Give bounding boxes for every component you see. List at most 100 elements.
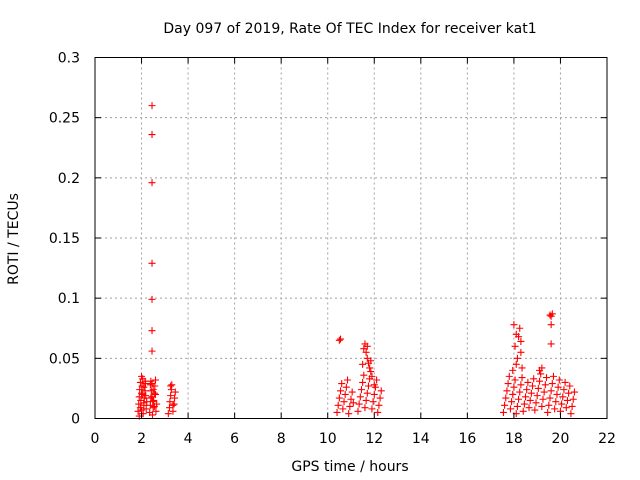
data-point	[555, 376, 563, 384]
x-tick-label: 14	[412, 431, 430, 447]
data-point	[337, 335, 345, 343]
data-point	[515, 395, 523, 403]
data-point	[547, 387, 555, 395]
y-tick-label: 0.25	[49, 111, 80, 127]
data-point	[349, 399, 357, 407]
data-point	[335, 336, 343, 344]
data-point	[499, 408, 507, 416]
data-point	[171, 394, 179, 402]
data-point	[362, 348, 370, 356]
data-point	[374, 408, 382, 416]
data-point	[567, 410, 575, 418]
data-point	[531, 406, 539, 414]
data-point	[345, 410, 353, 418]
data-point	[377, 387, 385, 395]
data-point	[362, 396, 370, 404]
data-point	[530, 375, 538, 383]
data-point	[136, 386, 144, 394]
data-point	[357, 386, 365, 394]
data-point	[516, 324, 524, 332]
data-point	[346, 402, 354, 410]
data-point	[150, 396, 158, 404]
data-point	[568, 402, 576, 410]
x-tick-label: 22	[598, 431, 616, 447]
data-point	[141, 387, 149, 395]
data-point	[354, 407, 362, 415]
data-point	[359, 360, 367, 368]
data-point	[554, 383, 562, 391]
data-point	[536, 366, 544, 374]
x-tick-label: 12	[365, 431, 383, 447]
y-tick-label: 0.15	[49, 231, 80, 247]
data-point	[335, 394, 343, 402]
data-point	[558, 400, 566, 408]
data-point	[152, 407, 160, 415]
data-point	[149, 386, 157, 394]
data-point	[546, 311, 554, 319]
data-point	[562, 404, 570, 412]
data-point	[363, 389, 371, 397]
data-point	[134, 407, 142, 415]
data-point	[148, 179, 156, 187]
data-point	[509, 366, 517, 374]
data-point	[140, 399, 148, 407]
x-axis-tick-labels: 0 2 4 6 8 10 12 14 16 18 20 22	[91, 431, 616, 447]
data-point	[519, 407, 527, 415]
data-point	[344, 376, 352, 384]
data-point	[368, 405, 376, 413]
data-point	[508, 398, 516, 406]
data-point	[149, 404, 157, 412]
data-point	[513, 402, 521, 410]
data-point	[541, 381, 549, 389]
data-point	[150, 402, 158, 410]
data-point	[547, 321, 555, 329]
y-tick-label: 0.05	[49, 351, 80, 367]
data-point	[150, 389, 158, 397]
data-point	[139, 410, 147, 418]
data-point	[563, 396, 571, 404]
data-point	[138, 406, 146, 414]
data-point	[152, 390, 160, 398]
data-point	[542, 374, 550, 382]
x-tick-label: 20	[552, 431, 570, 447]
data-point	[339, 405, 347, 413]
data-point	[561, 378, 569, 386]
data-point	[517, 381, 525, 389]
data-point	[539, 395, 547, 403]
data-point	[361, 404, 369, 412]
data-point	[537, 370, 545, 378]
data-point	[167, 392, 175, 400]
data-point	[149, 398, 157, 406]
y-axis-tick-labels: 0 0.05 0.1 0.15 0.2 0.25 0.3	[49, 51, 80, 428]
data-point	[338, 380, 346, 388]
data-point	[549, 372, 557, 380]
data-point	[373, 376, 381, 384]
data-point	[342, 383, 350, 391]
data-point	[551, 405, 559, 413]
data-point	[347, 395, 355, 403]
data-point	[333, 408, 341, 416]
data-point	[340, 398, 348, 406]
data-point	[526, 396, 534, 404]
data-point	[569, 395, 577, 403]
data-point	[538, 402, 546, 410]
data-point	[370, 381, 378, 389]
data-point	[148, 295, 156, 303]
data-point	[151, 382, 159, 390]
x-tick-label: 2	[137, 431, 146, 447]
data-point	[503, 387, 511, 395]
data-point	[369, 398, 377, 406]
data-point	[168, 381, 176, 389]
data-point	[509, 390, 517, 398]
data-point	[146, 381, 154, 389]
data-point	[169, 401, 177, 409]
y-tick-label: 0	[71, 412, 80, 428]
data-point	[363, 342, 371, 350]
data-point	[368, 372, 376, 380]
data-point	[138, 372, 146, 380]
grid	[95, 57, 607, 419]
data-point	[364, 382, 372, 390]
data-point	[532, 399, 540, 407]
data-point	[513, 354, 521, 362]
data-point	[518, 364, 526, 372]
